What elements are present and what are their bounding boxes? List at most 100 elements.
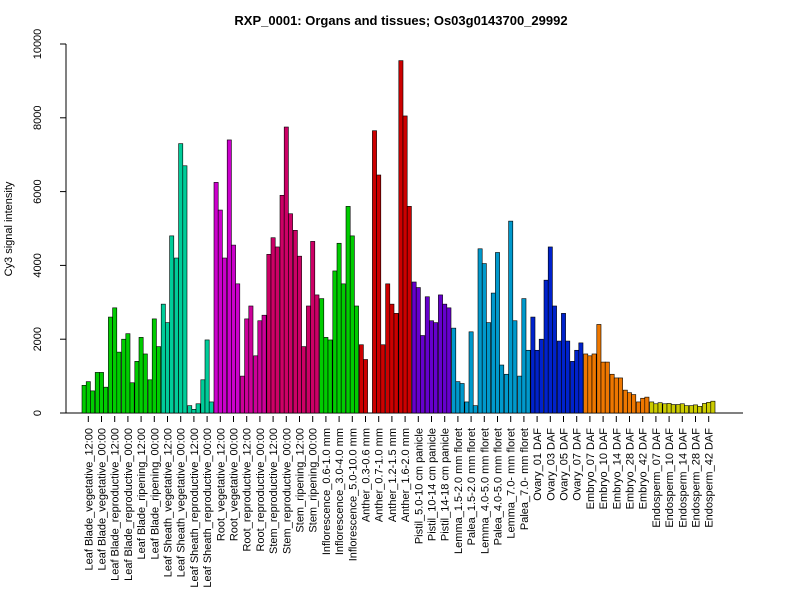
x-tick-label: Pistil_5.0-10 cm panicle (413, 428, 425, 544)
bar (640, 397, 646, 414)
x-tick-label: Ovary_03 DAF (545, 428, 557, 501)
bar (336, 242, 342, 414)
bar (169, 235, 175, 414)
bar (613, 377, 619, 414)
bar (165, 322, 170, 414)
bar (402, 115, 408, 414)
bar (283, 126, 289, 414)
bar (433, 322, 439, 414)
x-tick-label: Palea_1.5-2.0 mm floret (466, 428, 478, 545)
x-tick-label: Leaf Sheath_reproductive_00:00 (202, 428, 214, 588)
bar (103, 386, 109, 414)
bar (138, 337, 144, 414)
bar (327, 339, 333, 414)
x-tick-label: Inflorescence_3.0-4.0 mm (334, 428, 346, 555)
x-tick-label: Leaf Blade_vegetative_00:00 (97, 428, 109, 571)
bar (631, 394, 637, 414)
x-tick-label: Leaf Blade_ripening_00:00 (149, 428, 161, 560)
x-tick-label: Ovary_01 DAF (532, 428, 544, 501)
x-tick-label: Leaf Blade_reproductive_00:00 (123, 428, 135, 581)
x-tick-label: Leaf Blade_ripening_12:00 (136, 428, 148, 560)
bar (517, 375, 523, 414)
bar (389, 303, 395, 414)
bar (525, 349, 531, 414)
bar (552, 305, 557, 414)
bar (600, 361, 606, 414)
bar (81, 385, 87, 414)
bar (226, 139, 232, 414)
bar (411, 281, 417, 414)
x-tick-label: Root_vegetative_00:00 (229, 428, 241, 541)
bar (323, 337, 329, 414)
x-tick-label: Anther_0.3-0.6 mm (361, 428, 373, 522)
x-tick-label: Embryo_42 DAF (638, 428, 650, 510)
bar (147, 379, 153, 414)
y-axis-label: Cy3 signal intensity (3, 181, 15, 276)
bar (182, 165, 188, 414)
bar (90, 390, 95, 414)
x-tick-label: Stem_ripening_12:00 (295, 428, 307, 533)
bar (547, 246, 553, 414)
bar (495, 252, 500, 414)
bar (534, 349, 540, 414)
bar (266, 254, 272, 414)
bar (451, 327, 457, 414)
bar (530, 316, 536, 414)
x-tick-label: Anther_1.6-2.0 mm (400, 428, 412, 522)
x-tick-label: Inflorescence_5.0-10.0 mm (347, 428, 359, 561)
bar (464, 401, 470, 414)
bar (521, 298, 527, 414)
bar (292, 230, 298, 414)
bar (270, 237, 276, 414)
x-tick-label: Leaf Sheath_vegetative_12:00 (163, 428, 175, 577)
x-tick-label: Embryo_28 DAF (625, 428, 637, 510)
bar (688, 405, 694, 414)
bar (310, 241, 316, 414)
x-tick-label: Pistil_10-14 cm panicle (427, 428, 439, 541)
bar (358, 344, 364, 414)
x-tick-label: Embryo_10 DAF (598, 428, 610, 510)
bar (438, 294, 443, 414)
bar (288, 213, 293, 414)
bar (675, 404, 681, 414)
bar (301, 346, 307, 414)
bar (604, 361, 610, 414)
bar (486, 322, 491, 414)
bar (459, 383, 465, 414)
bar (596, 324, 602, 414)
x-tick-label: Embryo_07 DAF (585, 428, 597, 510)
bar (134, 361, 140, 414)
bar (468, 331, 474, 414)
bar (319, 298, 325, 414)
x-tick-label: Pistil_14-18 cm panicle (440, 428, 452, 541)
bar (121, 338, 127, 414)
x-tick-label: Stem_reproductive_00:00 (281, 428, 293, 554)
bar (512, 320, 518, 414)
bar (574, 349, 580, 414)
x-tick-label: Endosperm_10 DAF (664, 428, 676, 528)
x-tick-label: Lemma_1.5-2.0 mm floret (453, 428, 465, 554)
bar (187, 405, 193, 414)
bar (345, 206, 351, 414)
bar (217, 209, 223, 414)
x-tick-label: Lemma_4.0-5.0 mm floret (479, 428, 491, 554)
bar (657, 402, 663, 414)
bar (684, 405, 689, 414)
x-tick-label: Endosperm_28 DAF (691, 428, 703, 528)
chart-title: RXP_0001: Organs and tissues; Os03g01437… (234, 13, 567, 28)
bar (222, 257, 227, 414)
y-tick-label: 4000 (32, 253, 44, 277)
x-tick-label: Palea_7.0- mm floret (519, 428, 531, 530)
bar (565, 340, 571, 414)
bar (472, 405, 478, 414)
bar (279, 194, 285, 414)
bar (442, 303, 448, 414)
x-tick-label: Ovary_05 DAF (559, 428, 571, 501)
bar (151, 318, 157, 414)
bar (385, 283, 391, 414)
bar (253, 355, 259, 414)
x-tick-label: Anther_1.2-1.5 mm (387, 428, 399, 522)
x-tick-label: Leaf Sheath_vegetative_00:00 (176, 428, 188, 577)
bar (108, 316, 113, 414)
bar (618, 377, 623, 414)
